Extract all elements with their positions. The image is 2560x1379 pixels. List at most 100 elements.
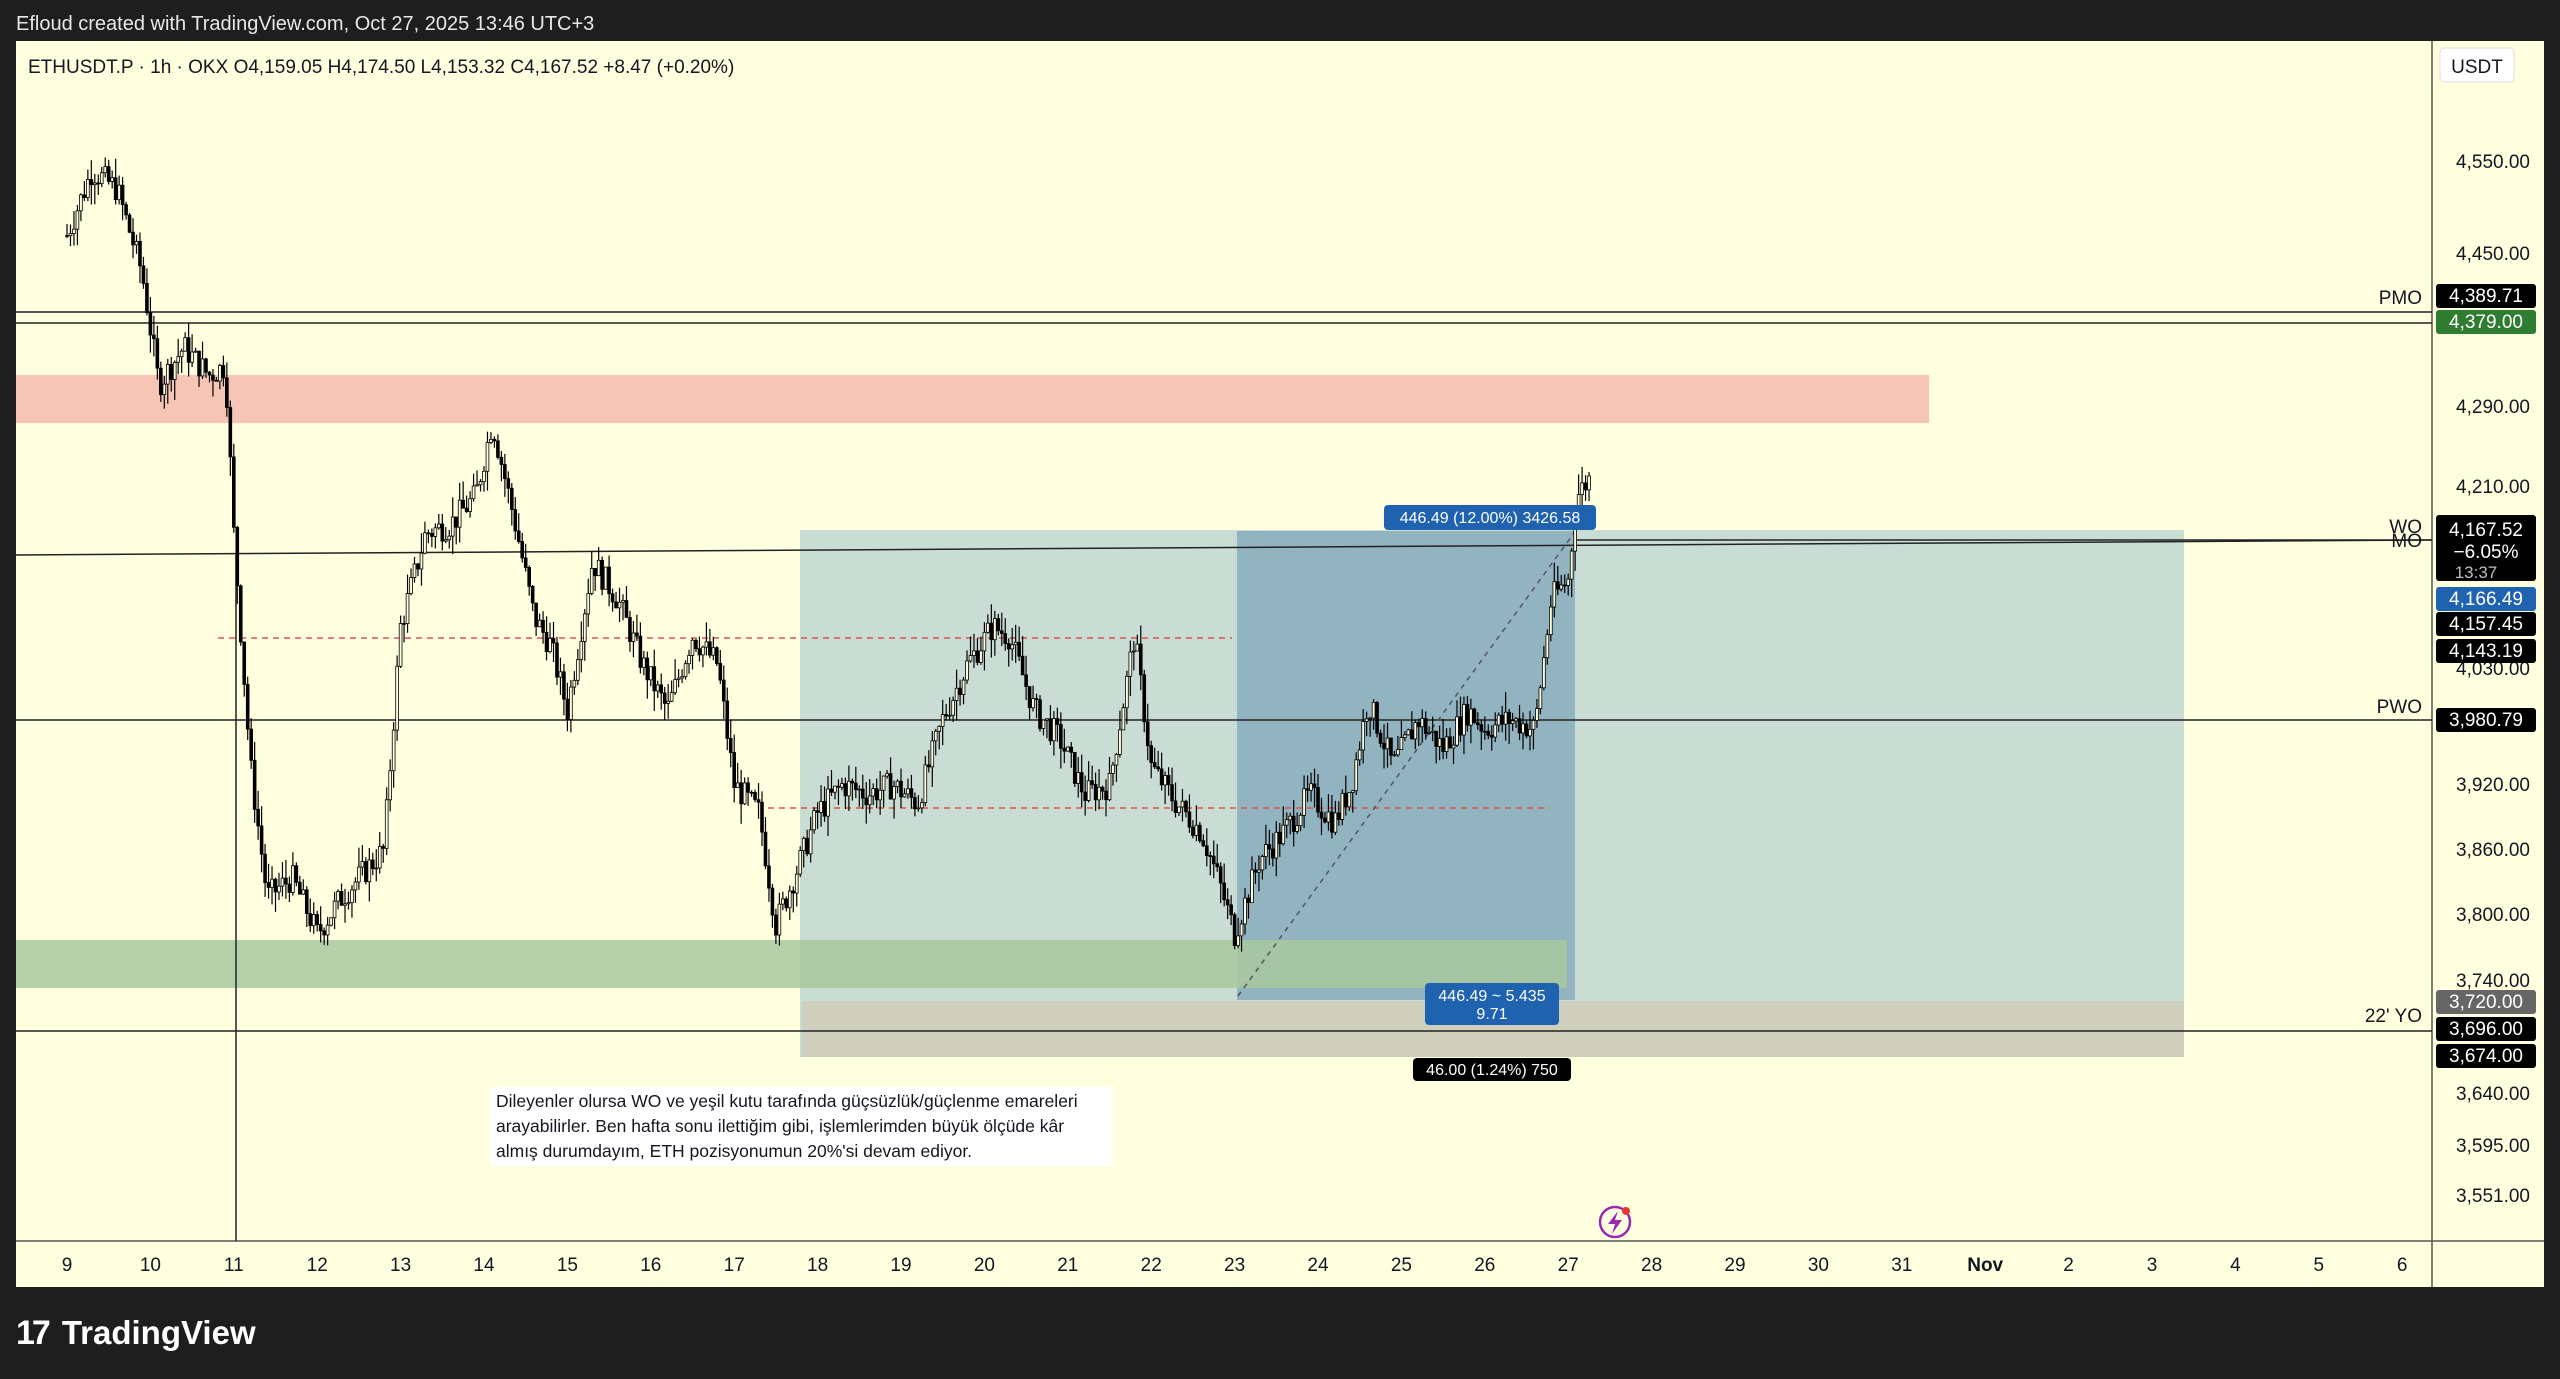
symbol-interval: 1h — [150, 57, 171, 78]
time-axis-label: 15 — [557, 1255, 578, 1276]
candle-body — [895, 780, 900, 788]
candle-body — [1055, 718, 1060, 725]
candle-body — [1006, 643, 1011, 650]
candle-body — [551, 637, 556, 644]
candle-body — [930, 740, 935, 768]
candle-body — [1337, 812, 1341, 820]
candle-body — [666, 700, 670, 704]
symbol-legend-text: ETHUSDT.P · 1h · OKX O4,159.05 H4,174.50… — [28, 57, 734, 78]
candle-body — [854, 782, 858, 790]
candle-body — [715, 647, 719, 664]
candle-body — [1569, 550, 1574, 580]
candle-body — [951, 700, 955, 716]
candle-body — [117, 184, 121, 201]
candle-body — [1587, 475, 1591, 491]
time-axis-label: 28 — [1641, 1255, 1662, 1276]
candle-body — [99, 172, 104, 185]
time-axis-label: 19 — [890, 1255, 911, 1276]
candle-body — [280, 877, 285, 887]
candle-body — [1462, 704, 1466, 736]
candle-body — [1465, 704, 1470, 726]
candle-body — [322, 930, 326, 936]
price-tag-other-text: 4,143.19 — [2449, 641, 2523, 662]
candle-body — [1423, 718, 1428, 734]
candle-body — [1326, 811, 1331, 823]
candle-body — [1496, 714, 1501, 726]
candle-body — [350, 889, 354, 904]
candle-body — [1562, 584, 1567, 587]
candle-body — [781, 898, 785, 905]
candle-body — [718, 663, 723, 681]
candle-body — [1135, 643, 1140, 652]
candle-body — [989, 622, 994, 641]
candle-body — [572, 679, 577, 688]
candle-body — [1013, 641, 1018, 646]
lightning-icon[interactable] — [1598, 1205, 1632, 1239]
candle-body — [315, 914, 319, 925]
candle-body — [701, 646, 705, 656]
candle-body — [443, 539, 448, 542]
candle-body — [225, 377, 229, 408]
candle-body — [1316, 787, 1320, 813]
candle-body — [631, 632, 636, 642]
candle-body — [308, 913, 313, 927]
candle-body — [485, 442, 490, 472]
candle-body — [1448, 736, 1452, 749]
price-tag-mo: 4,157.45 — [2436, 612, 2536, 636]
candle-body — [1066, 746, 1070, 752]
candle-body — [1434, 730, 1438, 747]
currency-text: USDT — [2451, 57, 2503, 78]
price-tag-yo-text: 3,696.00 — [2449, 1019, 2523, 1040]
candle-body — [927, 764, 931, 768]
candle-body — [1288, 815, 1293, 821]
candle-body — [1048, 718, 1053, 742]
candle-body — [1330, 811, 1334, 833]
candle-body — [1406, 729, 1411, 736]
price-axis-label: 3,800.00 — [2456, 905, 2530, 926]
candle-body — [826, 788, 830, 817]
candle-body — [395, 665, 399, 731]
candle-body — [777, 903, 782, 936]
candle-body — [113, 177, 118, 201]
candle-body — [360, 861, 365, 868]
candle-body — [652, 666, 657, 692]
candle-body — [301, 889, 306, 895]
candle-body — [155, 338, 160, 369]
candle-body — [1531, 720, 1536, 730]
candle-body — [857, 788, 862, 791]
candle-body — [398, 623, 403, 667]
price-tag-last: 4,167.52 −6.05% 13:37 — [2436, 515, 2536, 582]
symbol-legend[interactable]: ETHUSDT.P · 1h · OKX O4,159.05 H4,174.50… — [28, 57, 734, 78]
candle-body — [541, 619, 545, 633]
candle-body — [298, 881, 302, 895]
price-axis-label: 3,551.00 — [2456, 1186, 2530, 1207]
candle-body — [489, 438, 493, 443]
candle-body — [183, 337, 187, 352]
candle-body — [134, 240, 139, 246]
tradingview-brand: 17 TradingView — [16, 1310, 256, 1356]
candle-body — [913, 797, 917, 810]
symbol-ohlc: O4,159.05 H4,174.50 L4,153.32 C4,167.52 … — [234, 57, 735, 78]
candle-body — [509, 487, 514, 510]
candle-body — [739, 782, 743, 805]
candle-body — [923, 764, 928, 804]
candle-body — [245, 683, 250, 730]
candle-body — [364, 861, 368, 883]
candle-body — [1257, 869, 1261, 873]
candle-body — [1469, 708, 1473, 726]
candle-body — [1104, 790, 1108, 801]
candle-body — [565, 698, 570, 720]
candle-body — [1138, 643, 1143, 676]
candle-body — [193, 350, 198, 353]
candle-body — [1476, 722, 1480, 726]
candle-body — [760, 801, 764, 833]
candle-body — [579, 640, 584, 661]
candle-body — [1121, 707, 1126, 731]
currency-label[interactable]: USDT — [2439, 47, 2515, 83]
candle-body — [86, 179, 90, 199]
candle-body — [1385, 737, 1390, 750]
candle-body — [1170, 784, 1174, 802]
candle-body — [1284, 819, 1289, 826]
candle-body — [871, 788, 875, 797]
